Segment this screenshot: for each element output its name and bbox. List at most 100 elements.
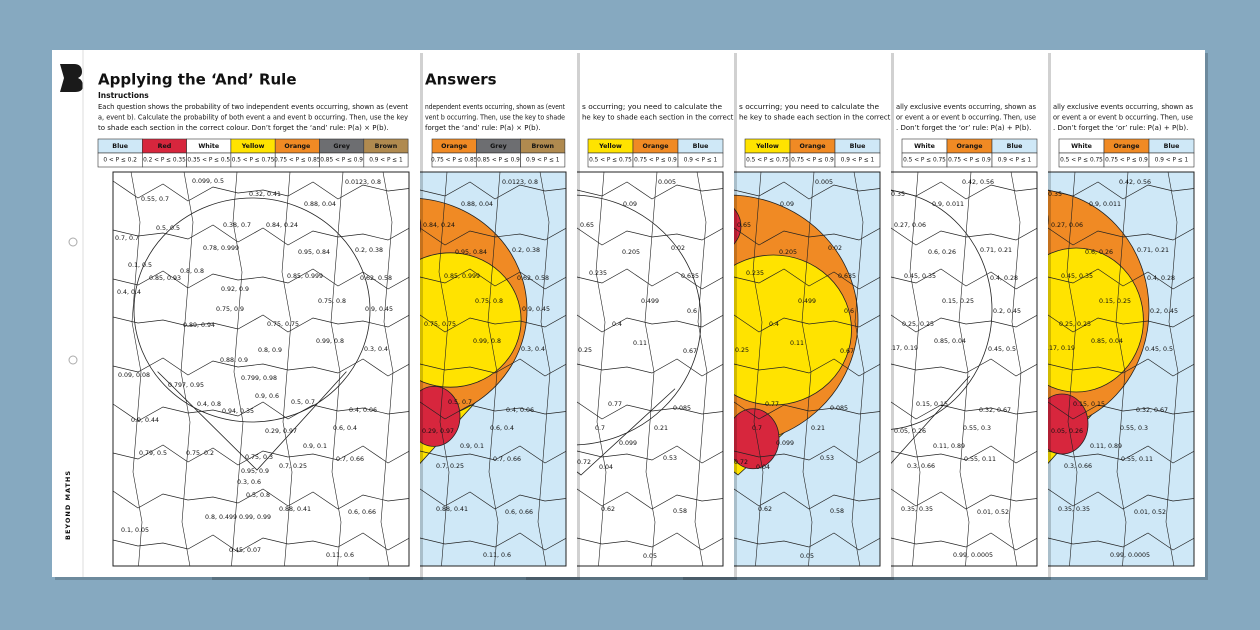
- question-label: 0.9, 0.45: [522, 306, 550, 313]
- key-color: Grey: [490, 143, 507, 150]
- question-label: 0.9, 0.1: [460, 443, 484, 450]
- key-color: White: [198, 143, 219, 150]
- section-line: [909, 172, 921, 566]
- instructions: a, event b). Calculate the probability o…: [98, 114, 408, 122]
- question-label: 0.7: [752, 425, 762, 432]
- question-label: 0.65: [737, 222, 751, 229]
- question-label: 0.3, 0.6: [237, 479, 261, 486]
- key-color: Blue: [1164, 143, 1180, 150]
- question-label: 0.5, 0.7: [448, 399, 472, 406]
- question-label: 0.4: [612, 321, 622, 328]
- question-label: 0.09, 0.08: [118, 372, 150, 379]
- key-color: Blue: [693, 143, 709, 150]
- question-label: 0.32, 0.41: [249, 191, 281, 198]
- instructions: he key to shade each section in the corr…: [739, 114, 891, 122]
- section-line: [113, 180, 409, 202]
- question-label: 0.01, 0.52: [977, 509, 1009, 516]
- key-color: Yellow: [755, 143, 779, 150]
- question-label: 0.62: [601, 506, 615, 513]
- section-line: [113, 488, 409, 510]
- question-label: 0.85, 0.93: [149, 275, 181, 282]
- question-label: 0.11: [633, 340, 647, 347]
- question-label: 0.05, 0.26: [1051, 428, 1083, 435]
- question-label: 0.75, 0.2: [186, 450, 214, 457]
- question-label: 0.75, 0.9: [216, 306, 244, 313]
- question-label: 0.499: [641, 298, 659, 305]
- section-line: [644, 172, 658, 566]
- question-label: 0.7: [595, 425, 605, 432]
- question-label: 0.05: [800, 553, 814, 560]
- section-line: [958, 172, 972, 566]
- question-label: 0.99, 0.0005: [953, 552, 993, 559]
- question-label: 0.95, 0.9: [241, 468, 269, 475]
- question-label: 0.05, 0.26: [894, 428, 926, 435]
- question-label: 0.9, 0.011: [932, 201, 964, 208]
- question-label: 0.15, 0.15: [1073, 401, 1105, 408]
- question-label: 0.84, 0.24: [266, 222, 298, 229]
- instructions: s occurring; you need to calculate the: [582, 103, 722, 111]
- key-cell: [834, 152, 881, 168]
- question-label: 0.17, 0.19: [1043, 345, 1075, 352]
- question-label: 0.77: [765, 401, 779, 408]
- question-label: 0.55, 0.7: [141, 196, 169, 203]
- instructions: ally exclusive events occurring, shown a…: [1053, 103, 1193, 111]
- question-label: 0.45, 0.07: [229, 547, 261, 554]
- question-label: 0.005: [815, 179, 833, 186]
- key-color: Yellow: [241, 143, 265, 150]
- punch-hole: [68, 237, 78, 247]
- question-label: 0.88, 0.9: [220, 357, 248, 364]
- section-line: [537, 172, 551, 566]
- question-label: 0.27, 0.06: [894, 222, 926, 229]
- key-cell: [677, 152, 724, 168]
- key-cell: [363, 152, 409, 168]
- question-label: 0.6, 0.26: [928, 249, 956, 256]
- key-range: 0.5 < P ≤ 0.75: [746, 158, 789, 164]
- question-label: 0.099, 0.5: [192, 178, 224, 185]
- section-line: [130, 172, 143, 566]
- section-line: [113, 268, 409, 290]
- key-range: 0.5 < P ≤ 0.75: [903, 158, 946, 164]
- section-line: [487, 172, 501, 566]
- worksheet: 0.099, 0.5 0.55, 0.7 0.32, 0.41 0.0123, 0.8…: [52, 50, 423, 580]
- question-label: 0.1, 0.5: [128, 262, 152, 269]
- question-label: 0.3, 0.66: [1064, 463, 1092, 470]
- question-label: 0.7, 0.25: [279, 463, 307, 470]
- question-label: 0.67: [840, 348, 854, 355]
- key-color: Brown: [375, 143, 398, 150]
- key-color: Orange: [957, 143, 983, 150]
- question-label: 0.6, 0.66: [505, 509, 533, 516]
- question-label: 0.21: [811, 425, 825, 432]
- question-label: 0.58: [830, 508, 844, 515]
- question-label: 0.7, 0.7: [115, 235, 139, 242]
- section-line: [113, 444, 409, 466]
- question-label: 0.35, 0.35: [901, 506, 933, 513]
- question-label: 0.3, 0.4: [364, 346, 388, 353]
- section-line: [113, 357, 409, 377]
- instructions: ndependent events occurring, shown as (e…: [425, 103, 565, 111]
- question-label: 0.25, 0.25: [1059, 321, 1091, 328]
- section-line: [752, 172, 764, 566]
- key-range: 0.75 < P ≤ 0.9: [634, 158, 677, 164]
- question-label: 0.99, 0.0005: [1110, 552, 1150, 559]
- question-label: 0.205: [779, 249, 797, 256]
- key-range: 0.85 < P ≤ 0.9: [320, 158, 363, 164]
- title: Answers: [425, 71, 497, 89]
- key-color: Orange: [1114, 143, 1140, 150]
- key-cell: [991, 152, 1038, 168]
- question-label: 0.17, 0.19: [886, 345, 918, 352]
- question-label: 0.88, 0.41: [436, 506, 468, 513]
- key-color: Yellow: [598, 143, 622, 150]
- question-label: 0.72: [734, 459, 748, 466]
- question-label: 0.635: [838, 273, 856, 280]
- section-line: [330, 172, 344, 566]
- question-label: 0.55, 0.11: [1121, 456, 1153, 463]
- key-range: 0.9 < P ≤ 1: [369, 158, 403, 164]
- question-label: 0.75, 0.8: [318, 298, 346, 305]
- question-label: 0.11: [790, 340, 804, 347]
- key-range: 0.35 < P ≤ 0.5: [187, 158, 230, 164]
- key-color: Orange: [643, 143, 669, 150]
- key-range: 0.75 < P ≤ 0.85: [431, 158, 478, 164]
- question-label: 0.9, 0.44: [131, 417, 159, 424]
- key-color: Orange: [284, 143, 310, 150]
- instructions: vent b occurring. Then, use the key to s…: [425, 114, 565, 122]
